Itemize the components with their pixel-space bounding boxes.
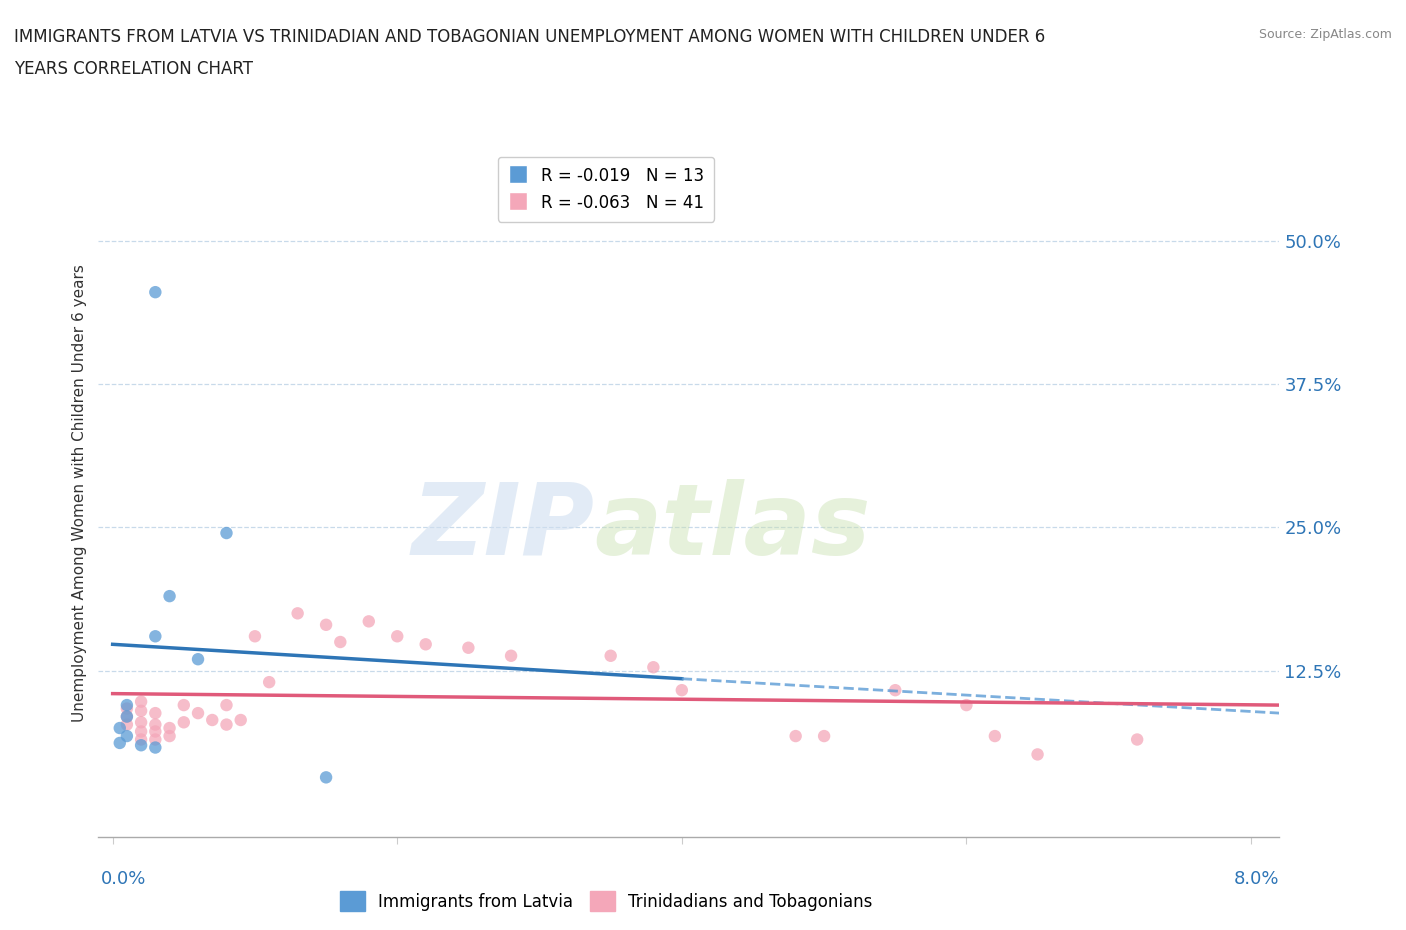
Point xyxy=(315,618,337,632)
Point xyxy=(1026,747,1049,762)
Text: ZIP: ZIP xyxy=(412,479,595,576)
Point xyxy=(143,285,166,299)
Point xyxy=(143,740,166,755)
Point xyxy=(115,717,138,732)
Point xyxy=(115,698,138,712)
Point xyxy=(884,683,907,698)
Point xyxy=(785,728,807,743)
Point xyxy=(129,737,152,752)
Point xyxy=(187,706,209,721)
Text: 8.0%: 8.0% xyxy=(1234,870,1279,888)
Point xyxy=(159,728,181,743)
Point xyxy=(159,589,181,604)
Point xyxy=(955,698,977,712)
Point xyxy=(215,525,238,540)
Point xyxy=(143,732,166,747)
Point xyxy=(229,712,252,727)
Point xyxy=(457,641,479,656)
Point xyxy=(357,614,380,629)
Point xyxy=(108,721,131,736)
Point xyxy=(257,675,280,690)
Point xyxy=(415,637,437,652)
Point xyxy=(813,728,835,743)
Point xyxy=(108,736,131,751)
Point xyxy=(143,706,166,721)
Legend: Immigrants from Latvia, Trinidadians and Tobagonians: Immigrants from Latvia, Trinidadians and… xyxy=(333,884,879,918)
Text: YEARS CORRELATION CHART: YEARS CORRELATION CHART xyxy=(14,60,253,78)
Point xyxy=(599,648,621,663)
Point xyxy=(215,717,238,732)
Point xyxy=(387,629,409,644)
Point xyxy=(129,732,152,747)
Point xyxy=(201,712,224,727)
Text: Source: ZipAtlas.com: Source: ZipAtlas.com xyxy=(1258,28,1392,41)
Point xyxy=(671,683,693,698)
Text: 0.0%: 0.0% xyxy=(101,870,146,888)
Point xyxy=(129,694,152,709)
Point xyxy=(143,717,166,732)
Text: atlas: atlas xyxy=(595,479,870,576)
Y-axis label: Unemployment Among Women with Children Under 6 years: Unemployment Among Women with Children U… xyxy=(72,264,87,722)
Point xyxy=(115,701,138,716)
Point xyxy=(173,715,195,730)
Point xyxy=(984,728,1007,743)
Point xyxy=(499,648,522,663)
Point xyxy=(173,698,195,712)
Point xyxy=(243,629,266,644)
Point xyxy=(115,728,138,743)
Point xyxy=(129,703,152,718)
Text: IMMIGRANTS FROM LATVIA VS TRINIDADIAN AND TOBAGONIAN UNEMPLOYMENT AMONG WOMEN WI: IMMIGRANTS FROM LATVIA VS TRINIDADIAN AN… xyxy=(14,28,1045,46)
Point xyxy=(643,659,665,674)
Point xyxy=(215,698,238,712)
Point xyxy=(115,710,138,724)
Point xyxy=(143,629,166,644)
Point xyxy=(115,710,138,724)
Point xyxy=(143,724,166,739)
Point xyxy=(329,634,352,649)
Point xyxy=(159,721,181,736)
Point xyxy=(287,606,309,621)
Point xyxy=(187,652,209,667)
Point xyxy=(129,715,152,730)
Point xyxy=(315,770,337,785)
Point xyxy=(1126,732,1149,747)
Point xyxy=(129,724,152,739)
